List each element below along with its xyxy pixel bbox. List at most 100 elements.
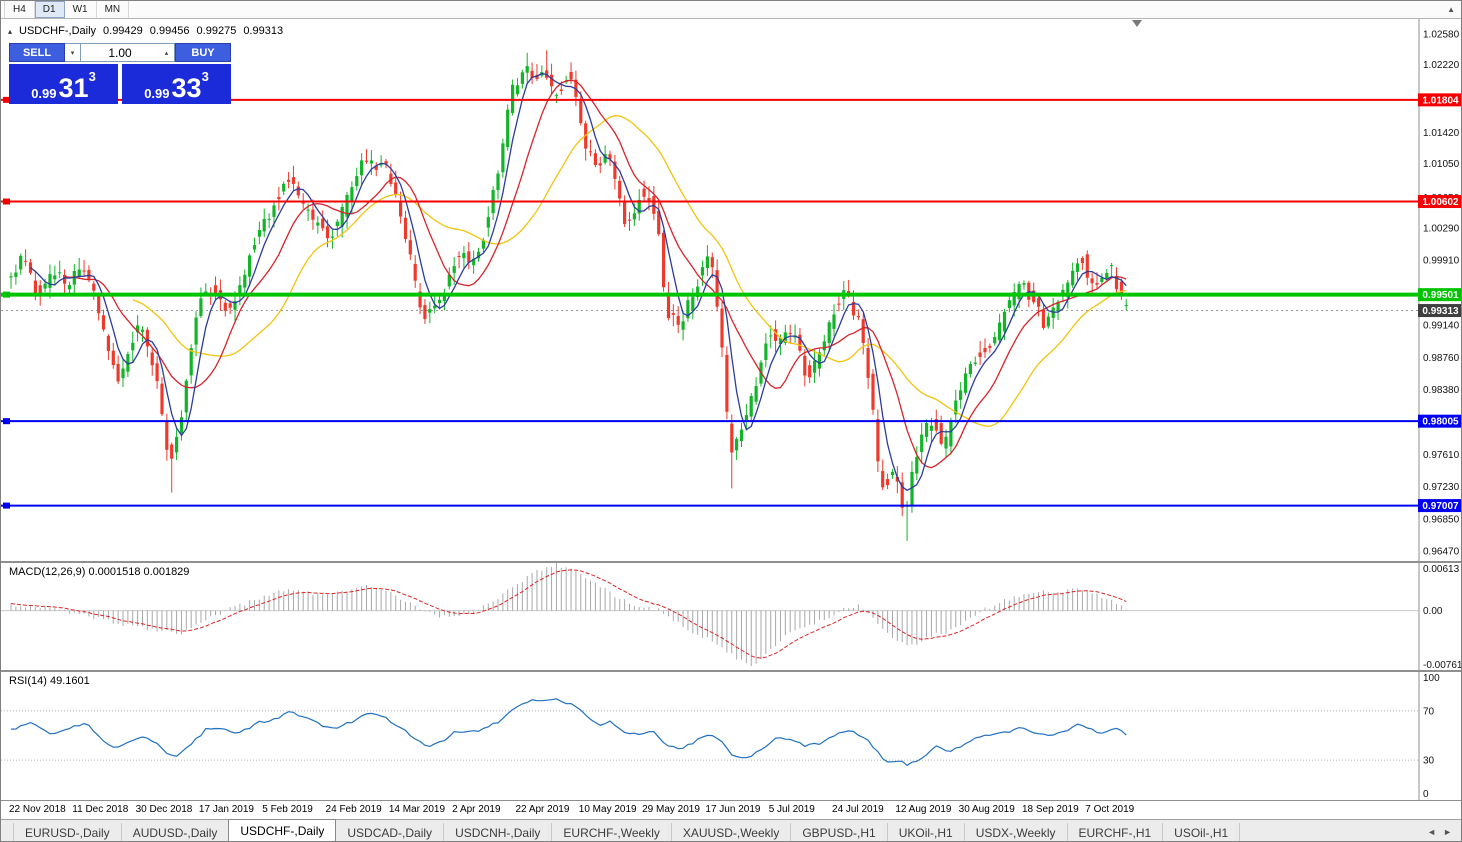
moving-average-medium [64,79,1127,469]
svg-text:0.99313: 0.99313 [1422,306,1459,317]
level-handle-1.01804[interactable] [3,96,10,103]
price-badge-0.99501 [1418,288,1461,302]
price-badge-0.97007 [1418,499,1461,513]
date-label: 18 Sep 2019 [1021,804,1079,815]
timeframe-button-mn[interactable]: MN [97,1,130,18]
timeframe-buttons: H4 D1 W1 MN [4,1,130,18]
chart-tab-usdx-weekly[interactable]: USDX-,Weekly [965,823,1068,841]
macd-name: MACD(12,26,9) [9,566,86,578]
date-label: 22 Nov 2018 [9,804,66,815]
chart-tab-gbpusd-h1[interactable]: GBPUSD-,H1 [791,823,888,841]
level-handle-0.97007[interactable] [3,502,10,509]
price-tick-label: 1.02220 [1423,60,1460,71]
price-tick-label: 1.00290 [1423,223,1460,234]
timeframe-button-d1[interactable]: D1 [34,1,65,18]
sell-price-sup: 3 [88,69,96,84]
sell-button[interactable]: SELL [9,43,65,62]
price-badge-1.01804 [1418,93,1461,107]
tab-scroll-right-icon[interactable]: ► [1443,826,1452,837]
price-chart[interactable]: 1.025801.022201.018001.014201.010501.006… [1,19,1462,562]
chart-tab-ukoil-h1[interactable]: UKOil-,H1 [888,823,965,841]
price-tick-label: 0.98760 [1423,353,1460,364]
chart-shift-marker[interactable] [1132,20,1142,27]
chart-tab-eurusd-daily[interactable]: EURUSD-,Daily [13,823,122,841]
rsi-name: RSI(14) [9,675,47,687]
macd-tick-label: 0.00 [1423,606,1443,617]
chart-tab-usoil-h1[interactable]: USOil-,H1 [1163,823,1241,841]
date-label: 10 May 2019 [578,804,637,815]
chart-tab-xauusd-weekly[interactable]: XAUUSD-,Weekly [672,823,792,841]
sell-price-big: 31 [58,73,89,104]
level-handle-1.00602[interactable] [3,198,10,205]
svg-text:0.99501: 0.99501 [1422,290,1459,301]
buy-price-big: 33 [171,73,202,104]
symbol-label: USDCHF-,Daily [19,25,97,37]
ohlc-open: 0.99429 [103,25,143,37]
chart-tab-audusd-daily[interactable]: AUDUSD-,Daily [122,823,230,841]
date-label: 22 Apr 2019 [515,804,570,815]
macd-label: MACD(12,26,9) 0.0001518 0.001829 [9,566,189,578]
date-label: 17 Jan 2019 [198,804,254,815]
toolbar-overflow-icon[interactable]: ▲ [1447,5,1455,14]
price-tick-label: 0.99140 [1423,321,1460,332]
moving-average-fast [30,72,1127,492]
chart-tab-bar: EURUSD-,Daily AUDUSD-,Daily USDCHF-,Daily U… [1,819,1461,841]
rsi-tick-label: 30 [1423,756,1435,767]
rsi-tick-label: 0 [1423,789,1429,800]
buy-price-prefix: 0.99 [144,86,170,102]
price-tick-label: 0.99910 [1423,256,1460,267]
timeframe-button-w1[interactable]: W1 [65,1,97,18]
chart-tab-usdcad-daily[interactable]: USDCAD-,Daily [336,823,445,841]
price-tick-label: 0.97610 [1423,450,1460,461]
chart-tab-eurchf-weekly[interactable]: EURCHF-,Weekly [552,823,672,841]
date-label: 5 Feb 2019 [262,804,313,815]
buy-price-sup: 3 [201,69,209,84]
buy-button[interactable]: BUY [175,43,231,62]
rsi-label: RSI(14) 49.1601 [9,675,90,687]
date-label: 7 Oct 2019 [1085,804,1135,815]
price-badge-0.98005 [1418,414,1461,428]
sell-price-display[interactable]: 0.99 31 3 [9,64,118,104]
macd-tick-label: 0.00613 [1423,564,1460,575]
rsi-panel[interactable]: 100 70 30 0 [1,671,1462,801]
collapse-icon[interactable]: ▴ [8,26,13,36]
timeframe-button-h4[interactable]: H4 [4,1,35,18]
chart-tab-eurchf-h1[interactable]: EURCHF-,H1 [1068,823,1164,841]
price-tick-label: 0.98380 [1423,385,1460,396]
price-badge-1.00602 [1418,195,1461,209]
sell-price-prefix: 0.99 [31,86,57,102]
macd-panel[interactable]: 0.00613 0.00 -0.00761 [1,562,1462,671]
macd-tick-label: -0.00761 [1423,660,1462,671]
ohlc-close: 0.99313 [243,25,284,37]
tab-scroll-controls: ◄ ► [1418,820,1461,841]
date-label: 2 Apr 2019 [452,804,501,815]
level-handle-0.99501[interactable] [3,291,10,298]
chart-tabs: EURUSD-,Daily AUDUSD-,Daily USDCHF-,Daily U… [13,819,1241,841]
time-axis[interactable]: 22 Nov 2018 11 Dec 2018 30 Dec 2018 17 Jan … [1,801,1461,819]
one-click-trading-panel: SELL ▾ 1.00 ▴ BUY 0.99 31 3 0.99 33 3 [9,43,231,104]
date-label: 5 Jul 2019 [768,804,815,815]
tab-scroll-left-icon[interactable]: ◄ [1427,826,1437,837]
date-label: 30 Aug 2019 [958,804,1015,815]
price-tick-label: 1.01420 [1423,128,1460,139]
chart-ohlc-label: ▴ USDCHF-,Daily 0.99429 0.99456 0.99275 … [8,25,283,37]
date-label: 17 Jun 2019 [705,804,761,815]
ohlc-low: 0.99275 [196,25,237,37]
price-tick-label: 1.02580 [1423,30,1460,41]
buy-price-display[interactable]: 0.99 33 3 [122,64,231,104]
date-label: 12 Aug 2019 [895,804,952,815]
level-handle-0.98005[interactable] [3,418,10,425]
volume-input[interactable]: 1.00 [81,43,159,62]
chart-tab-usdchf-daily[interactable]: USDCHF-,Daily [228,819,337,841]
svg-text:1.01804: 1.01804 [1422,95,1459,106]
price-tick-label: 0.96470 [1423,547,1460,558]
price-tick-label: 1.01050 [1423,159,1460,170]
date-label: 30 Dec 2018 [135,804,193,815]
volume-increase-button[interactable]: ▴ [159,43,175,62]
volume-decrease-button[interactable]: ▾ [65,43,81,62]
date-label: 24 Jul 2019 [832,804,884,815]
date-label: 14 Mar 2019 [388,804,446,815]
chart-tab-usdcnh-daily[interactable]: USDCNH-,Daily [444,823,553,841]
ohlc-high: 0.99456 [149,25,190,37]
